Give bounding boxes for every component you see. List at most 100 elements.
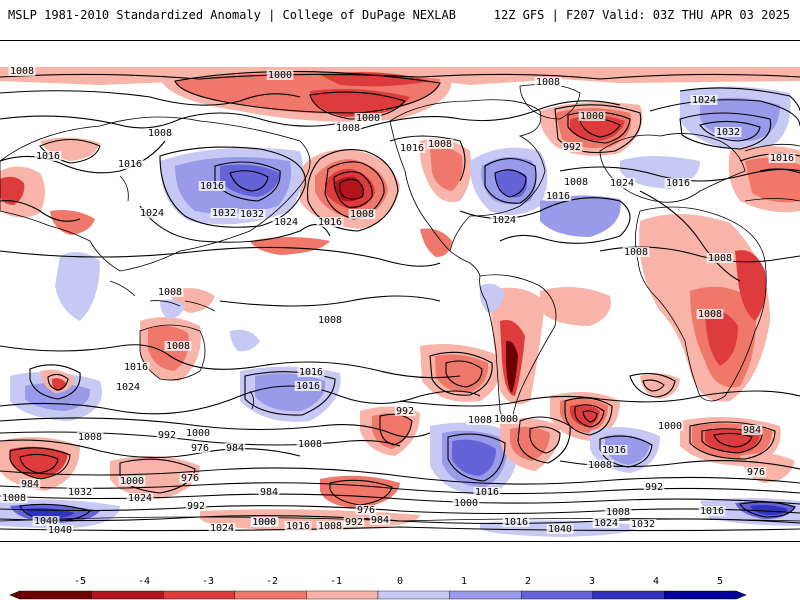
- isobar: [214, 161, 281, 202]
- anomaly-region: [220, 164, 280, 197]
- coastline: [449, 250, 481, 277]
- isobar-label-background: [32, 516, 60, 526]
- isobar-label-background: [122, 362, 150, 372]
- isobar-label: 1008: [698, 309, 722, 320]
- isobar-label-background: [316, 217, 344, 227]
- isobar: [244, 371, 336, 416]
- legend-tick-label: 1: [461, 576, 467, 587]
- anomaly-region: [160, 299, 185, 319]
- isobar-label: 992: [158, 430, 176, 441]
- isobar: [324, 161, 385, 220]
- isobar-label: 1016: [475, 487, 499, 498]
- isobar-label-background: [185, 501, 207, 511]
- isobar: [629, 372, 676, 398]
- isobar-label: 1024: [692, 95, 716, 106]
- legend-tick-label: 2: [525, 576, 531, 587]
- isobar: [679, 112, 772, 150]
- isobar-label: 1024: [492, 215, 516, 226]
- isobar: [0, 505, 800, 515]
- isobar-label: 1008: [336, 123, 360, 134]
- isobar-label-background: [146, 128, 174, 138]
- isobar-label: 1040: [34, 516, 58, 527]
- coastline: [0, 116, 311, 272]
- isobar: [713, 432, 753, 448]
- isobar-label: 992: [645, 482, 663, 493]
- isobar-label: 1008: [158, 287, 182, 298]
- isobar: [0, 73, 800, 80]
- legend-tick-label: 3: [589, 576, 595, 587]
- isobar: [679, 87, 800, 112]
- isobar-label: 1008: [148, 128, 172, 139]
- isobar-label: 1008: [10, 66, 34, 77]
- isobar-label-background: [698, 506, 726, 516]
- anomaly-region: [705, 310, 738, 366]
- isobar: [484, 157, 537, 204]
- isobar-label-background: [34, 151, 62, 161]
- isobar-label-background: [334, 123, 362, 133]
- isobar: [689, 421, 776, 460]
- isobar-label: 976: [357, 505, 375, 516]
- isobar-label-background: [608, 178, 636, 188]
- legend-tick-label: -4: [138, 576, 150, 587]
- anomaly-region: [540, 287, 611, 326]
- isobar: [19, 503, 92, 522]
- isobar-label-background: [398, 143, 426, 153]
- isobar-label: 1016: [666, 178, 690, 189]
- isobar-label-background: [184, 428, 212, 438]
- anomaly-region: [479, 283, 505, 313]
- anomaly-region: [605, 434, 650, 465]
- isobar: [338, 178, 364, 200]
- isobar-label-background: [316, 315, 344, 325]
- legend-color-swatch: [521, 590, 594, 600]
- isobar: [0, 526, 800, 532]
- coastline: [149, 300, 181, 307]
- isobar-label-background: [258, 487, 280, 497]
- isobar-label-background: [561, 142, 583, 152]
- isobar-label: 976: [747, 467, 765, 478]
- isobar: [359, 100, 621, 130]
- isobar: [174, 70, 441, 114]
- isobar-label-background: [745, 467, 767, 477]
- isobar-label: 1016: [602, 445, 626, 456]
- legend-color-swatch: [592, 590, 665, 600]
- isobar-label: 984: [226, 443, 244, 454]
- isobar: [399, 390, 800, 407]
- isobar-label: 1040: [48, 525, 72, 536]
- isobar-label-background: [126, 493, 154, 503]
- isobar-label: 1008: [2, 493, 26, 504]
- anomaly-map: 1008 1000 1008 1000 1008 1024 1000 1032 992 1016 1…: [0, 40, 800, 542]
- isobar-label: 1024: [140, 208, 164, 219]
- isobar-label-background: [8, 66, 36, 76]
- isobar-label-background: [348, 209, 376, 219]
- isobar-label: 1016: [118, 159, 142, 170]
- coastline: [744, 198, 800, 202]
- isobar-label: 1024: [128, 493, 152, 504]
- isobar-label: 1024: [274, 217, 298, 228]
- isobar-label-background: [66, 487, 94, 497]
- map-title: MSLP 1981-2010 Standardized Anomaly | Co…: [8, 8, 456, 22]
- isobar: [0, 140, 166, 174]
- legend-tick-label: 5: [717, 576, 723, 587]
- isobar: [0, 385, 481, 415]
- anomaly-region: [0, 176, 25, 205]
- isobar-label: 992: [187, 501, 205, 512]
- isobar: [599, 435, 653, 468]
- isobar-label-background: [208, 523, 236, 533]
- isobar-label: 1032: [631, 519, 655, 530]
- isobar-label-background: [210, 208, 238, 218]
- isobar: [0, 344, 461, 379]
- legend-color-swatch: [377, 590, 450, 600]
- isobar-label: 1024: [116, 382, 140, 393]
- legend-tick-label: 0: [397, 576, 403, 587]
- isobar-label: 1016: [124, 362, 148, 373]
- isobar-label: 1016: [770, 153, 794, 164]
- isobar: [19, 453, 59, 474]
- isobar-label-background: [198, 181, 226, 191]
- isobar: [0, 515, 800, 525]
- isobar: [0, 246, 441, 267]
- isobar-label-background: [546, 524, 574, 534]
- coastline: [389, 99, 546, 252]
- isobar-label: 1024: [210, 523, 234, 534]
- isobar-label-background: [118, 476, 146, 486]
- isobar-label: 1008: [606, 507, 630, 518]
